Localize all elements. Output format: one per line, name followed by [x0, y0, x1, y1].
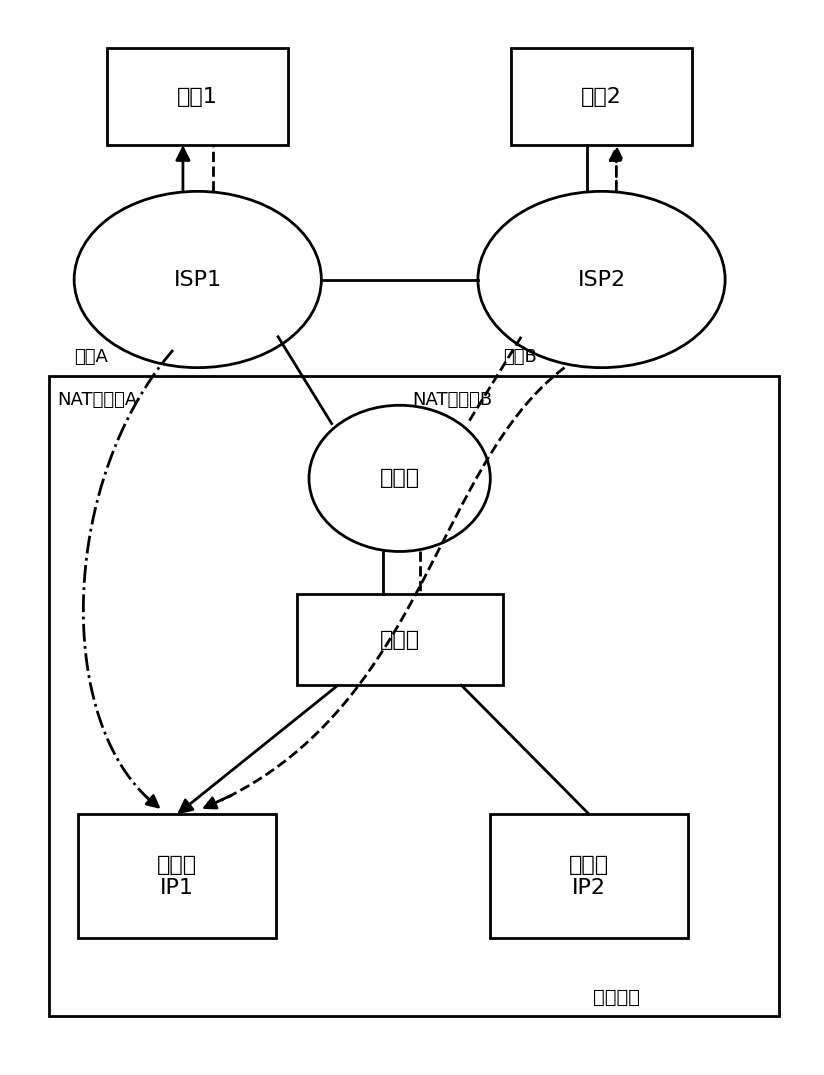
Bar: [490, 815, 688, 937]
Text: 链路A: 链路A: [74, 348, 108, 366]
Text: 服务器
IP2: 服务器 IP2: [569, 855, 609, 898]
Ellipse shape: [309, 405, 490, 551]
Text: NAT服务器B: NAT服务器B: [412, 391, 492, 408]
Text: 终灈2: 终灈2: [581, 87, 622, 106]
Bar: [511, 48, 692, 145]
Text: ISP2: ISP2: [578, 270, 625, 289]
Bar: [297, 593, 503, 686]
Text: 终灈1: 终灈1: [177, 87, 218, 106]
Text: NAT服务器A: NAT服务器A: [58, 391, 138, 408]
Bar: [49, 376, 779, 1016]
Text: 数据中心: 数据中心: [593, 988, 640, 1007]
Text: 服务器
IP1: 服务器 IP1: [157, 855, 197, 898]
Ellipse shape: [478, 191, 725, 368]
Bar: [107, 48, 288, 145]
Text: ISP1: ISP1: [174, 270, 222, 289]
Text: 交换机: 交换机: [380, 630, 419, 649]
Bar: [78, 815, 276, 937]
Text: 链路B: 链路B: [503, 348, 536, 366]
Text: 路由器: 路由器: [380, 469, 419, 488]
Ellipse shape: [74, 191, 321, 368]
